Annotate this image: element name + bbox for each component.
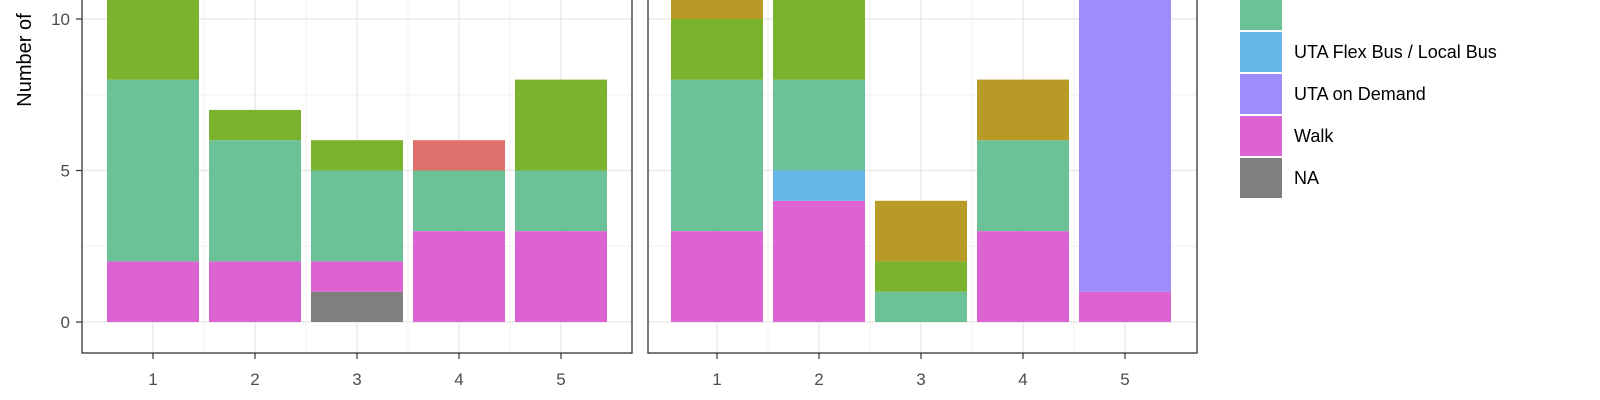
legend-key [1240,0,1282,30]
bar-segment [515,231,607,322]
bar-segment [209,109,301,141]
bar-segment [977,140,1069,232]
panel-1: 1 2 3 4 5 0 5 10 [51,0,633,389]
bar-segment [209,261,301,322]
legend-key [1240,74,1282,114]
x-tick-label: 3 [352,370,361,389]
bar-segment [413,140,505,171]
bar-segment [413,170,505,232]
bar-segment [413,231,505,322]
x-tick-label: 1 [148,370,157,389]
legend-key [1240,158,1282,198]
bars [107,0,607,322]
bar-segment [773,200,865,322]
bar-segment [875,291,967,322]
panel-2: 1 2 3 4 5 [647,0,1198,389]
y-tick-label: 0 [61,313,70,332]
bar-segment [515,79,607,171]
legend-item: Walk [1240,116,1334,156]
bar-segment [875,261,967,292]
x-tick-label: 4 [1018,370,1027,389]
bar-segment [977,231,1069,322]
legend: UTA Flex Bus / Local Bus UTA on Demand Wal… [1240,0,1497,198]
bar-segment [773,0,865,80]
x-tick-label: 2 [250,370,259,389]
bar-segment [311,291,403,322]
x-tick-label: 5 [556,370,565,389]
legend-item: UTA on Demand [1240,74,1426,114]
legend-label: Walk [1294,126,1334,146]
bar-segment [773,170,865,201]
y-tick-label: 5 [61,162,70,181]
legend-item: UTA Flex Bus / Local Bus [1240,32,1497,72]
legend-key [1240,116,1282,156]
bar-segment [671,79,763,232]
x-tick-label: 4 [454,370,463,389]
bar-segment [671,0,763,19]
bar-segment [311,261,403,292]
legend-label: UTA on Demand [1294,84,1426,104]
panel-border [647,0,1198,354]
bar-segment [107,79,199,262]
x-tick-label: 5 [1120,370,1129,389]
x-tick-label: 1 [712,370,721,389]
bar-segment [773,79,865,171]
legend-label: UTA Flex Bus / Local Bus [1294,42,1497,62]
bar-segment [107,0,199,80]
legend-label: NA [1294,168,1319,188]
bar-segment [311,140,403,171]
y-tick-label: 10 [51,10,70,29]
legend-item: NA [1240,158,1319,198]
y-axis-title: Number of [14,13,36,107]
bar-segment [515,170,607,232]
bar-segment [671,19,763,80]
bar-segment [107,261,199,322]
x-tick-label: 2 [814,370,823,389]
bar-segment [311,170,403,262]
bar-segment [1079,0,1171,292]
bar-segment [875,200,967,262]
bar-segment [1079,291,1171,322]
bars [671,0,1171,322]
bar-segment [977,79,1069,141]
legend-item [1240,0,1282,30]
legend-key [1240,32,1282,72]
bar-segment [209,140,301,262]
bar-segment [671,231,763,322]
x-tick-label: 3 [916,370,925,389]
